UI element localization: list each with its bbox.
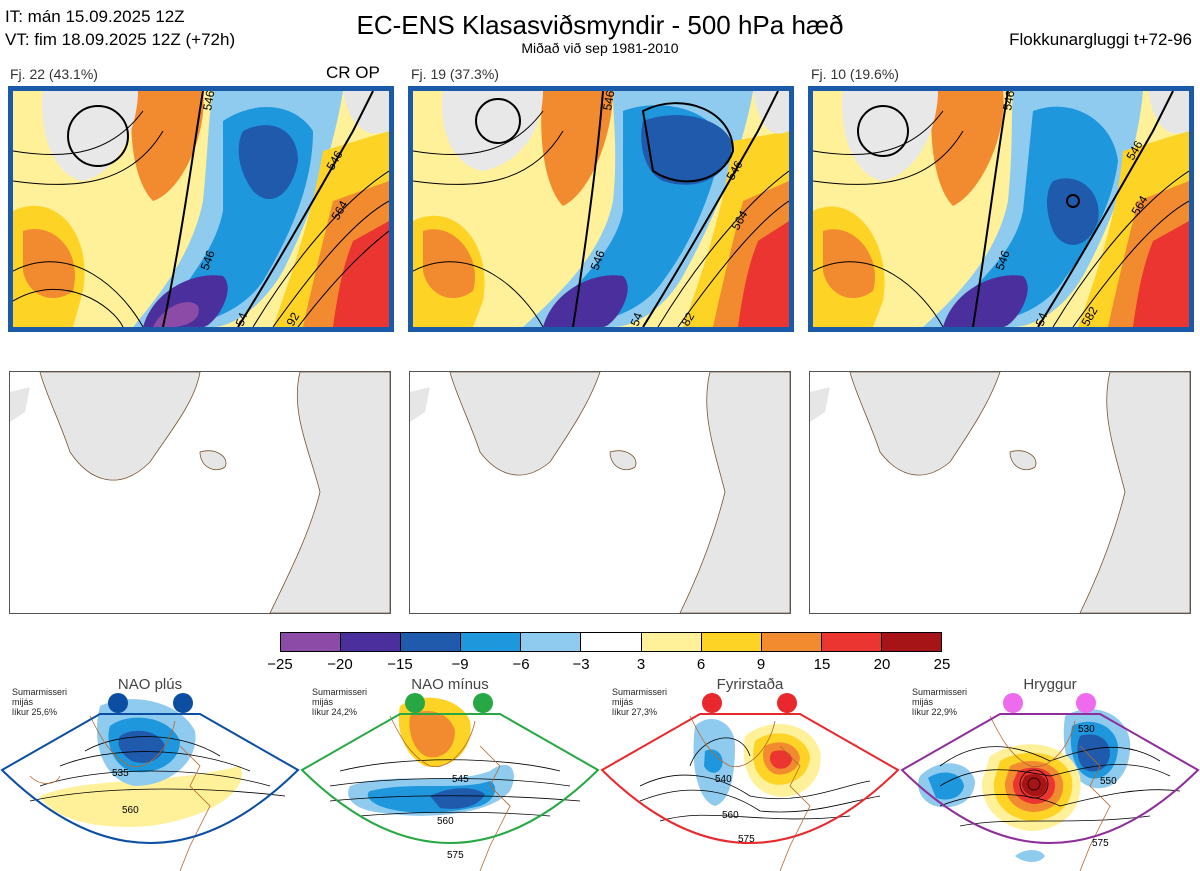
colorbar-tick: 3 <box>636 656 646 673</box>
contour-label: 546 <box>993 248 1013 272</box>
colorbar-tick: 15 <box>813 656 831 673</box>
colorbar-segment <box>761 633 822 651</box>
empty-map-3 <box>809 371 1191 614</box>
contour-label: 530 <box>1078 724 1095 735</box>
classification-window: Flokkunargluggi t+72-96 <box>1009 30 1192 49</box>
colorbar-segment <box>461 633 522 651</box>
contour-label: 545 <box>452 774 469 785</box>
colorbar-tick: −3 <box>572 656 590 673</box>
contour-label: 560 <box>722 810 739 821</box>
colorbar-segment <box>281 633 342 651</box>
colorbar-tick: 9 <box>756 656 766 673</box>
contour-label: 575 <box>738 834 755 845</box>
contour-label: 546 <box>200 91 217 112</box>
control-operational-tag: CR OP <box>326 63 380 82</box>
regime-info: Sumarmisseri mijás líkur 25,6% <box>12 687 68 717</box>
contour-label: 575 <box>447 850 464 861</box>
colorbar-tick: −15 <box>387 656 413 673</box>
valid-time: VT: fim 18.09.2025 12Z (+72h) <box>5 30 236 49</box>
regime-name: NAO plús <box>117 676 183 693</box>
cluster-1-map[interactable]: 546 546 564 546 54 92 <box>8 86 394 332</box>
empty-map-1 <box>9 371 391 614</box>
contour-label: 560 <box>437 816 454 827</box>
colorbar-tick: 25 <box>933 656 951 673</box>
contour-label: 550 <box>1100 776 1117 787</box>
cluster-2-map[interactable]: 546 546 564 546 54 82 <box>408 86 794 332</box>
cluster-3-label: Fj. 10 (19.6%) <box>811 66 899 82</box>
regime-name: Hryggur <box>1023 676 1077 693</box>
contour-label: 540 <box>715 774 732 785</box>
regime-nao-minus[interactable]: 545 560 575 NAO mínus Sumarmisseri mijás… <box>300 676 600 871</box>
colorbar-tick: −20 <box>327 656 353 673</box>
regime-ridge[interactable]: 530 550 575 Hryggur Sumarmisseri mijás l… <box>900 676 1200 871</box>
regime-name: Fyrirstaða <box>716 676 784 693</box>
colorbar-segment <box>401 633 462 651</box>
contour-label: 560 <box>122 805 139 816</box>
colorbar-segment <box>701 633 762 651</box>
regime-name: NAO mínus <box>411 676 489 693</box>
regime-nao-plus[interactable]: 535 560 NAO plús Sumarmisseri mijás líku… <box>0 676 300 871</box>
contour-label: 54 <box>233 310 251 327</box>
contour-label: 546 <box>600 91 617 112</box>
colorbar-tick: −6 <box>512 656 530 673</box>
colorbar-tick: 6 <box>696 656 706 673</box>
colorbar-segment <box>341 633 402 651</box>
contour-label: 546 <box>588 248 608 272</box>
contour-label: 546 <box>1000 91 1017 112</box>
contour-label: 54 <box>1033 310 1051 327</box>
regime-info: Sumarmisseri mijás líkur 24,2% <box>312 687 368 717</box>
regime-info: Sumarmisseri mijás líkur 27,3% <box>612 687 668 717</box>
regime-blocking[interactable]: 540 560 575 Fyrirstaða Sumarmisseri mijá… <box>600 676 900 871</box>
colorbar-segment <box>641 633 702 651</box>
cluster-1-label: Fj. 22 (43.1%) <box>10 66 98 82</box>
colorbar-segment <box>521 633 582 651</box>
page-title: EC-ENS Klasasviðsmyndir - 500 hPa hæð <box>356 10 844 40</box>
anomaly-colorbar <box>280 632 942 652</box>
contour-label: 575 <box>1092 838 1109 849</box>
cluster-3-map[interactable]: 546 546 564 546 54 582 <box>808 86 1194 332</box>
empty-map-2 <box>409 371 791 614</box>
cluster-2-label: Fj. 19 (37.3%) <box>411 66 499 82</box>
colorbar-tick: 20 <box>873 656 891 673</box>
run-info: IT: mán 15.09.2025 12Z VT: fim 18.09.202… <box>5 5 235 51</box>
regime-info: Sumarmisseri mijás líkur 22,9% <box>912 687 968 717</box>
climate-reference: Miðað við sep 1981-2010 <box>521 40 679 56</box>
colorbar-tick: −9 <box>451 656 469 673</box>
colorbar-segment <box>821 633 882 651</box>
contour-label: 54 <box>628 310 646 327</box>
colorbar-tick: −25 <box>267 656 293 673</box>
contour-label: 546 <box>198 248 218 272</box>
contour-label: 535 <box>112 768 129 779</box>
colorbar-segment <box>881 633 942 651</box>
initial-time: IT: mán 15.09.2025 12Z <box>5 7 185 26</box>
colorbar-segment <box>581 633 642 651</box>
